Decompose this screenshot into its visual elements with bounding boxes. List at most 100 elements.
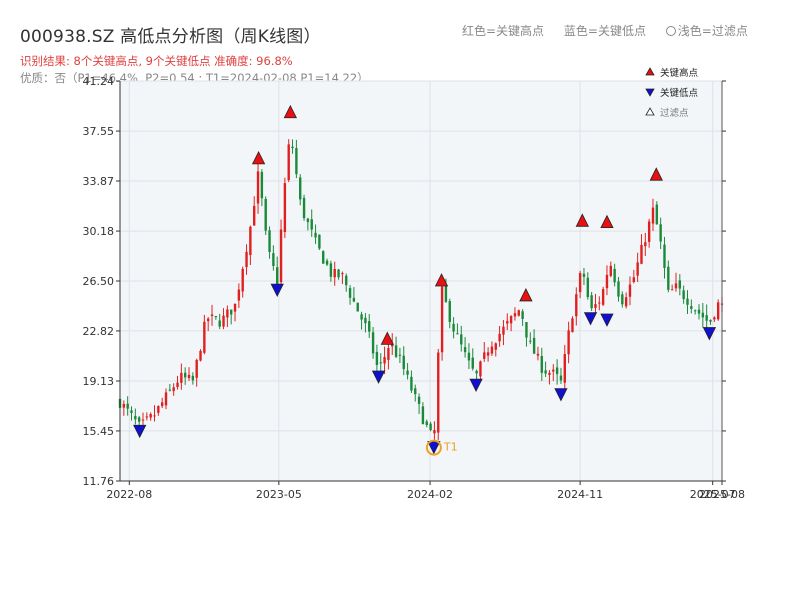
candle-body: [647, 221, 651, 242]
candle-body: [383, 357, 386, 364]
candle-body: [575, 294, 578, 317]
candle-body: [448, 301, 451, 322]
candle-body: [160, 402, 164, 406]
candle-body: [429, 423, 432, 431]
candle-body: [333, 268, 336, 278]
candle-body: [674, 283, 678, 289]
candle-body: [229, 309, 233, 315]
candle-body: [414, 388, 417, 395]
candle-body: [134, 415, 137, 420]
result-summary: 识别结果: 8个关键高点, 9个关键低点 准确度: 96.8%: [20, 54, 293, 68]
key-low-marker: [702, 327, 717, 341]
candle-body: [456, 333, 459, 335]
x-tick-label: 2025-08: [699, 488, 745, 501]
candle-body: [421, 406, 425, 425]
candle-body: [341, 273, 344, 275]
candle-body: [590, 295, 593, 309]
candle-body: [690, 306, 693, 309]
y-tick-label: 30.18: [83, 225, 115, 238]
candle-body: [368, 321, 371, 332]
candle-body: [264, 198, 267, 231]
x-tick-label: 2022-08: [106, 488, 152, 501]
candle-body: [394, 345, 398, 357]
candle-body: [433, 430, 436, 434]
candle-body: [601, 289, 605, 305]
candle-body: [249, 226, 252, 256]
candle-body: [398, 354, 402, 356]
candle-body: [624, 297, 628, 307]
x-tick-label: 2025-07: [690, 488, 736, 501]
candle-body: [644, 242, 647, 247]
candle-body: [318, 234, 321, 249]
x-tick-label: 2024-02: [407, 488, 453, 501]
candle-body: [559, 375, 563, 381]
candle-body: [536, 353, 540, 356]
legend-label: 过滤点: [660, 107, 689, 119]
candle-body: [210, 314, 214, 316]
candle-body: [513, 313, 517, 317]
color-legend: 红色=关键高点 蓝色=关键低点 浅色=过滤点: [462, 22, 764, 39]
candle-body: [141, 419, 145, 421]
candle-body: [567, 330, 570, 355]
candle-body: [260, 171, 264, 199]
candle-body: [563, 354, 566, 383]
candle-body: [709, 319, 712, 322]
candle-body: [544, 370, 547, 374]
candle-body: [203, 321, 206, 353]
candle-body: [279, 229, 283, 283]
y-tick-label: 19.13: [83, 375, 115, 388]
candle-body: [222, 315, 225, 327]
candle-body: [402, 355, 405, 370]
candle-body: [636, 262, 639, 276]
candle-body: [659, 224, 662, 242]
candle-body: [375, 351, 379, 365]
key-low-marker: [554, 388, 568, 402]
candle-body: [226, 309, 229, 318]
key-high-marker: [251, 150, 266, 165]
candle-body: [678, 280, 682, 289]
candle-body: [502, 326, 505, 335]
candle-body: [406, 370, 409, 375]
y-tick-label: 33.87: [83, 175, 115, 188]
candle-body: [241, 268, 244, 292]
candle-body: [701, 312, 705, 318]
candle-body: [310, 219, 313, 230]
candle-body: [586, 277, 589, 298]
candle-body: [329, 263, 333, 277]
key-low-marker: [583, 312, 598, 326]
key-low-marker: [133, 424, 147, 439]
y-tick-label: 11.76: [83, 475, 115, 488]
legend-blue-text: 蓝色=关键低点: [563, 24, 646, 38]
candle-body: [364, 317, 367, 324]
candle-body: [670, 289, 674, 291]
key-low-marker: [469, 378, 483, 393]
key-high-marker: [434, 273, 449, 287]
candle-body: [651, 207, 655, 224]
candle-body: [486, 352, 490, 356]
candle-body: [237, 289, 241, 301]
candle-body: [214, 316, 218, 318]
key-high-marker: [283, 104, 298, 119]
candle-body: [276, 267, 279, 285]
candle-body: [582, 273, 586, 277]
candle-body: [348, 288, 352, 298]
candle-body: [302, 197, 306, 219]
candle-body: [283, 183, 287, 232]
key-high-marker: [380, 331, 394, 345]
candle-body: [532, 337, 536, 354]
candle-body: [540, 355, 543, 373]
candle-body: [444, 285, 448, 302]
candle-body: [195, 359, 198, 378]
candle-body: [578, 273, 582, 293]
candle-body: [663, 244, 666, 268]
legend-red-text: 红色=关键高点: [462, 24, 545, 38]
key-low-marker: [371, 370, 386, 384]
candle-body: [440, 286, 444, 353]
candle-body: [498, 333, 501, 342]
candle-body: [475, 370, 478, 374]
candle-body: [594, 304, 597, 308]
candle-body: [356, 302, 359, 312]
candle-body: [337, 269, 340, 278]
y-tick-label: 37.55: [83, 125, 115, 138]
